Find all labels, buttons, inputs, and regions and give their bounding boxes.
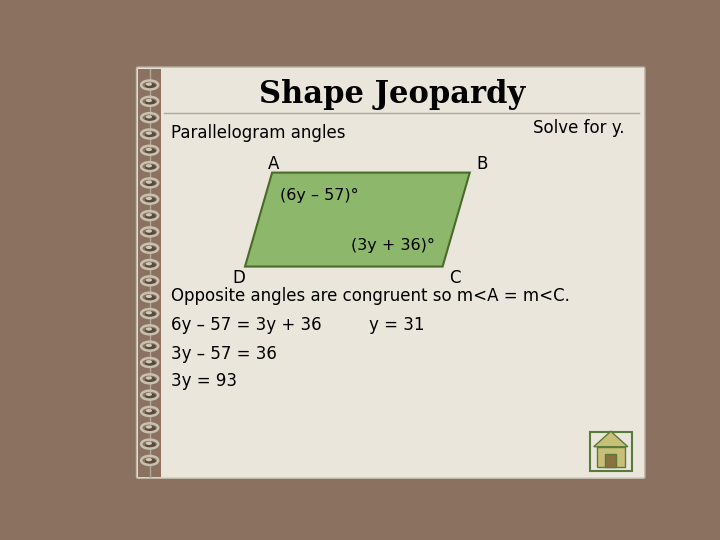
Ellipse shape <box>145 279 152 282</box>
Ellipse shape <box>145 99 152 102</box>
Ellipse shape <box>145 164 152 167</box>
Ellipse shape <box>145 116 156 122</box>
Ellipse shape <box>145 312 156 317</box>
Bar <box>606 455 616 467</box>
Bar <box>138 69 161 477</box>
Ellipse shape <box>145 360 156 366</box>
Polygon shape <box>245 173 469 267</box>
Ellipse shape <box>145 148 156 154</box>
Ellipse shape <box>145 409 156 415</box>
Ellipse shape <box>145 132 156 138</box>
Text: (6y – 57)°: (6y – 57)° <box>280 188 359 203</box>
Ellipse shape <box>145 132 152 135</box>
Ellipse shape <box>145 213 156 219</box>
Ellipse shape <box>145 230 156 235</box>
Ellipse shape <box>145 262 152 265</box>
Ellipse shape <box>145 165 156 170</box>
Text: 6y – 57 = 3y + 36: 6y – 57 = 3y + 36 <box>171 316 322 334</box>
Text: Parallelogram angles: Parallelogram angles <box>171 124 346 141</box>
Text: D: D <box>233 269 246 287</box>
Ellipse shape <box>145 197 156 203</box>
Ellipse shape <box>145 262 156 268</box>
Text: y = 31: y = 31 <box>369 316 425 334</box>
Ellipse shape <box>145 426 156 431</box>
Ellipse shape <box>145 83 156 89</box>
Text: B: B <box>477 155 488 173</box>
FancyBboxPatch shape <box>590 432 631 470</box>
Text: 3y – 57 = 36: 3y – 57 = 36 <box>171 345 277 363</box>
Ellipse shape <box>145 458 152 461</box>
Ellipse shape <box>145 458 156 464</box>
Ellipse shape <box>145 377 156 382</box>
Ellipse shape <box>145 99 156 105</box>
Ellipse shape <box>145 246 152 249</box>
Ellipse shape <box>145 344 156 350</box>
Ellipse shape <box>145 344 152 347</box>
Ellipse shape <box>145 295 152 298</box>
Text: A: A <box>268 155 279 173</box>
Ellipse shape <box>145 295 156 301</box>
Ellipse shape <box>145 181 156 186</box>
Ellipse shape <box>145 328 156 334</box>
Ellipse shape <box>145 393 156 399</box>
Text: (3y + 36)°: (3y + 36)° <box>351 238 435 253</box>
Ellipse shape <box>145 180 152 184</box>
Ellipse shape <box>145 442 156 448</box>
Ellipse shape <box>145 246 156 252</box>
Ellipse shape <box>145 311 152 314</box>
Ellipse shape <box>145 279 156 285</box>
Text: 3y = 93: 3y = 93 <box>171 372 238 389</box>
Ellipse shape <box>145 230 152 233</box>
Ellipse shape <box>145 360 152 363</box>
Ellipse shape <box>145 213 152 217</box>
Text: Shape Jeopardy: Shape Jeopardy <box>259 78 526 110</box>
Text: Solve for y.: Solve for y. <box>534 119 625 137</box>
Ellipse shape <box>145 426 152 429</box>
Ellipse shape <box>145 327 152 330</box>
FancyBboxPatch shape <box>137 67 645 478</box>
Ellipse shape <box>145 115 152 118</box>
Bar <box>597 447 625 467</box>
Ellipse shape <box>145 409 152 413</box>
Ellipse shape <box>145 197 152 200</box>
Ellipse shape <box>145 442 152 445</box>
Ellipse shape <box>145 83 152 86</box>
Text: C: C <box>449 269 461 287</box>
Ellipse shape <box>145 376 152 380</box>
Polygon shape <box>594 431 628 447</box>
Ellipse shape <box>145 148 152 151</box>
Text: Opposite angles are congruent so m<A = m<C.: Opposite angles are congruent so m<A = m… <box>171 287 570 305</box>
Ellipse shape <box>145 393 152 396</box>
